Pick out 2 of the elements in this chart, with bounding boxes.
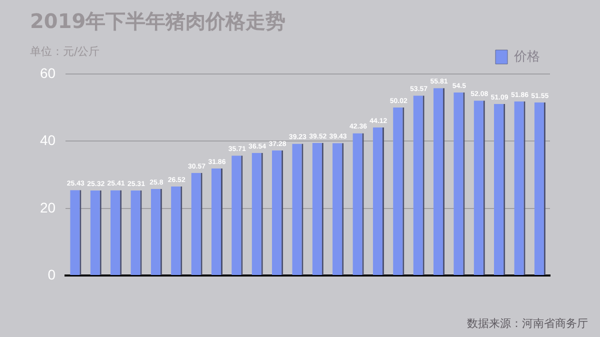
source-note: 数据来源：河南省商务厅 — [467, 316, 588, 331]
legend-label: 价格 — [513, 48, 540, 64]
